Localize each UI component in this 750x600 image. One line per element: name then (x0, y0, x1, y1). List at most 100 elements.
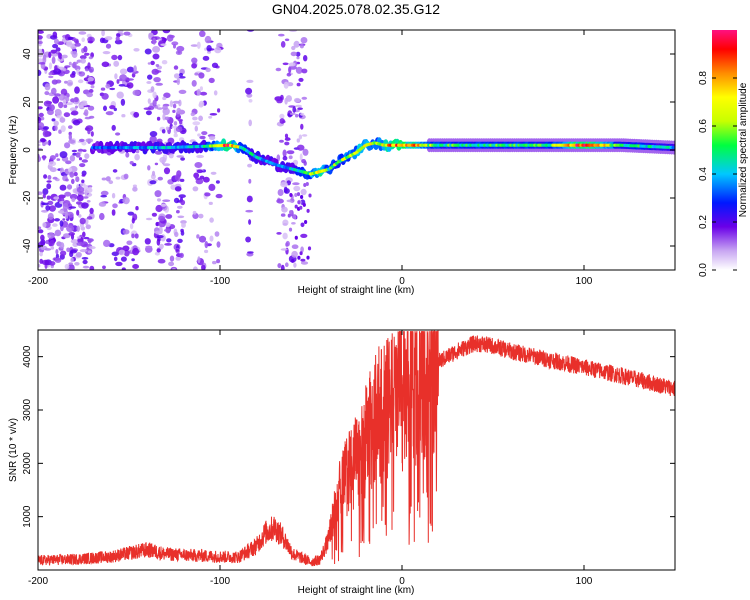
spectral-blob (161, 37, 167, 42)
spectral-blob (152, 91, 157, 99)
spectral-blob (194, 125, 198, 132)
spectral-blob (280, 213, 286, 217)
spectral-blob (190, 112, 195, 117)
spectral-blob (162, 199, 171, 202)
spectral-blob (163, 167, 171, 175)
snr-y-label: SNR (10 * v/v) (8, 418, 19, 482)
spectral-blob (296, 56, 300, 60)
spectral-blob (305, 182, 309, 186)
spectral-blob (60, 88, 68, 96)
spectral-blob (38, 112, 44, 118)
spectral-blob (87, 77, 94, 82)
spectrogram-x-axis: -200 -100 0 100 (28, 30, 593, 287)
spectral-blob (196, 234, 200, 239)
spectral-blob (169, 100, 173, 108)
spectral-blob (109, 87, 116, 91)
spectral-blob (87, 81, 95, 85)
spectral-blob (161, 60, 168, 65)
spectral-blob (64, 142, 71, 149)
spectral-blob (204, 241, 209, 249)
spectral-blob (58, 194, 66, 199)
spectral-blob (199, 30, 206, 37)
spectral-blob (111, 192, 116, 199)
spectral-blob (134, 233, 139, 239)
spectral-blob (209, 235, 214, 242)
spectral-blob (114, 73, 118, 80)
snr-y-tick-label: 3000 (22, 398, 33, 421)
spectral-blob (42, 155, 46, 161)
spectral-blob (38, 106, 43, 110)
spectral-blob (204, 249, 209, 254)
spectral-blob (280, 41, 286, 48)
spectral-blob (38, 35, 43, 40)
spectral-blob (83, 236, 90, 240)
spectral-blob (246, 93, 253, 98)
spectral-blob (291, 258, 295, 263)
spectral-blob (66, 225, 75, 233)
spectral-blob (134, 153, 140, 161)
spectral-blob (291, 45, 296, 51)
spectral-blob (246, 79, 254, 83)
spectral-blob (57, 52, 62, 59)
spectral-blob (286, 72, 292, 77)
spectral-blob (45, 205, 51, 211)
spectrogram-y-tick-label: 20 (22, 96, 33, 108)
spectral-blob (123, 31, 131, 36)
spectral-blob (300, 188, 307, 196)
spectral-blob (154, 230, 163, 235)
spectrogram-x-tick-label: -200 (28, 276, 48, 287)
spectral-blob (215, 180, 220, 184)
spectral-blob (204, 35, 212, 44)
spectral-blob (157, 176, 163, 181)
spectral-blob (291, 222, 296, 225)
spectral-blob (176, 107, 182, 114)
spectral-blob (192, 210, 197, 215)
spectral-blob (279, 139, 284, 143)
spectral-blob (151, 170, 156, 177)
spectral-blob (196, 154, 205, 159)
spectral-blob (280, 264, 285, 270)
spectral-blob (84, 52, 90, 56)
spectral-blob (38, 48, 43, 52)
spectral-blob (173, 44, 176, 49)
spectral-blob (159, 156, 167, 164)
spectral-blob (195, 178, 204, 185)
spectral-blob (46, 183, 52, 190)
spectral-blob (179, 72, 183, 77)
spectral-blob (54, 257, 62, 263)
spectral-blob (48, 72, 53, 76)
spectral-blob (90, 131, 94, 137)
spectral-blob (115, 261, 123, 267)
spectral-blob (276, 99, 283, 104)
spectral-blob (288, 62, 296, 67)
spectral-blob (79, 249, 88, 253)
spectral-blob (278, 33, 285, 37)
spectral-blob (300, 261, 309, 265)
spectral-blob (281, 206, 288, 213)
spectral-blob (44, 248, 52, 251)
spectral-blob (84, 116, 92, 120)
spectral-blob (192, 186, 199, 192)
spectral-blob (101, 30, 105, 37)
spectral-blob (171, 41, 179, 46)
spectral-blob (52, 176, 58, 180)
spectral-blob (54, 218, 60, 222)
spectral-blob (248, 99, 253, 103)
spectral-blob (177, 238, 183, 243)
spectral-blob (66, 40, 73, 48)
spectral-blob (132, 186, 138, 192)
spectral-scatter (38, 30, 309, 270)
spectral-blob (129, 223, 134, 230)
spectral-blob (300, 123, 304, 130)
spectral-blob (48, 62, 53, 70)
spectral-blob (275, 67, 282, 72)
spectral-blob (208, 115, 213, 119)
spectral-blob (52, 31, 58, 38)
spectral-blob (82, 259, 88, 265)
spectral-blob (160, 203, 167, 207)
spectral-blob (283, 81, 289, 89)
spectral-blob (69, 107, 77, 112)
colorbar-tick-label: 0.8 (698, 71, 709, 85)
spectral-blob (177, 215, 185, 219)
spectral-blob (68, 206, 77, 209)
